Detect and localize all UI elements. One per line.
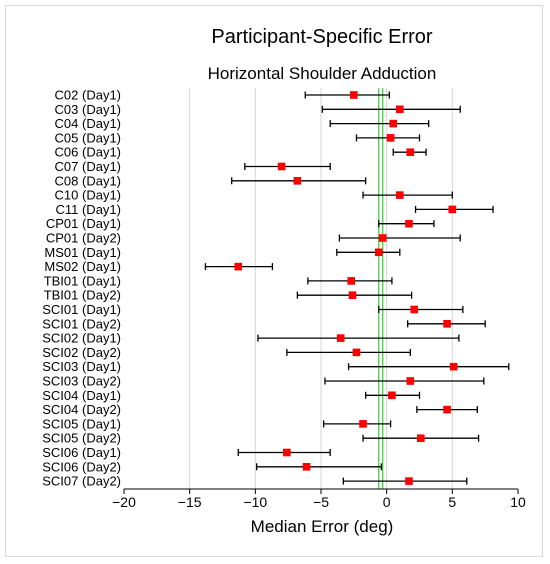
y-tick-label: C04 (Day1): [55, 116, 121, 131]
y-tick-label: CP01 (Day1): [46, 216, 121, 231]
reference-lines: [378, 88, 384, 489]
y-tick-label: MS02 (Day1): [44, 259, 121, 274]
y-tick-label: MS01 (Day1): [44, 245, 121, 260]
figure-frame: [5, 5, 543, 557]
y-tick-label: C06 (Day1): [55, 145, 121, 160]
median-marker: [417, 434, 425, 442]
y-tick-label: SCI06 (Day2): [42, 459, 121, 474]
y-tick-label: SCI06 (Day1): [42, 445, 121, 460]
y-tick-label: SCI05 (Day2): [42, 431, 121, 446]
median-marker: [293, 177, 302, 185]
median-marker: [347, 277, 356, 285]
y-tick-label: SCI03 (Day1): [42, 359, 121, 374]
median-marker: [406, 148, 415, 156]
y-tick-label: C05 (Day1): [55, 130, 121, 145]
y-tick-label: C03 (Day1): [55, 102, 121, 117]
median-marker: [283, 448, 291, 457]
x-tick-label: −5: [313, 494, 329, 510]
y-tick-label: C02 (Day1): [55, 88, 121, 103]
chart-title: Participant-Specific Error: [211, 26, 433, 48]
x-axis: −20 −15 −10 −5 0 5 10: [112, 488, 526, 510]
y-tick-label: TBI01 (Day2): [44, 288, 121, 303]
x-tick-label: 0: [383, 494, 391, 510]
y-tick-label: SCI04 (Day1): [42, 388, 121, 403]
x-tick-label: 5: [448, 494, 456, 510]
median-marker: [302, 463, 311, 471]
median-marker: [336, 334, 345, 342]
y-tick-label: CP01 (Day2): [46, 231, 121, 246]
y-tick-label: SCI03 (Day2): [42, 374, 121, 389]
median-marker: [396, 105, 404, 114]
x-axis-label: Median Error (deg): [251, 517, 394, 536]
median-marker: [388, 391, 396, 400]
error-bars: [204, 91, 510, 485]
x-tick-label: −15: [178, 494, 202, 510]
median-marker: [389, 119, 398, 128]
y-tick-label: SCI02 (Day1): [42, 331, 121, 346]
median-marker: [410, 305, 419, 314]
median-marker: [352, 348, 361, 357]
median-marker: [396, 191, 404, 199]
median-marker: [448, 205, 457, 214]
median-marker: [374, 248, 383, 257]
y-tick-label: SCI07 (Day2): [42, 474, 121, 489]
median-markers: [234, 91, 458, 485]
chart-subtitle: Horizontal Shoulder Adduction: [208, 64, 437, 83]
x-tick-label: 10: [510, 494, 526, 510]
median-marker: [277, 162, 286, 171]
y-tick-label: C08 (Day1): [55, 173, 121, 188]
median-marker: [405, 477, 413, 485]
median-marker: [405, 219, 413, 228]
y-tick-label: C10 (Day1): [55, 188, 121, 203]
grid-lines: [189, 88, 453, 489]
y-tick-label: SCI05 (Day1): [42, 416, 121, 431]
y-tick-label: TBI01 (Day1): [44, 273, 121, 288]
x-tick-label: −10: [243, 494, 267, 510]
median-marker: [234, 262, 243, 271]
x-tick-label: −20: [112, 494, 136, 510]
median-marker: [449, 362, 458, 371]
y-tick-label: SCI01 (Day2): [42, 316, 121, 331]
y-tick-labels: C02 (Day1)C03 (Day1)C04 (Day1)C05 (Day1)…: [42, 88, 121, 489]
median-marker: [350, 91, 358, 99]
median-marker: [348, 291, 357, 299]
median-marker: [378, 234, 387, 242]
median-marker: [443, 320, 451, 328]
y-tick-label: SCI02 (Day2): [42, 345, 121, 360]
y-tick-label: C07 (Day1): [55, 159, 121, 174]
y-tick-label: SCI04 (Day2): [42, 402, 121, 417]
median-marker: [443, 405, 451, 414]
median-marker: [386, 134, 395, 142]
y-tick-label: SCI01 (Day1): [42, 302, 121, 317]
y-tick-label: C11 (Day1): [55, 202, 121, 217]
median-marker: [406, 377, 415, 385]
median-marker: [359, 420, 367, 428]
